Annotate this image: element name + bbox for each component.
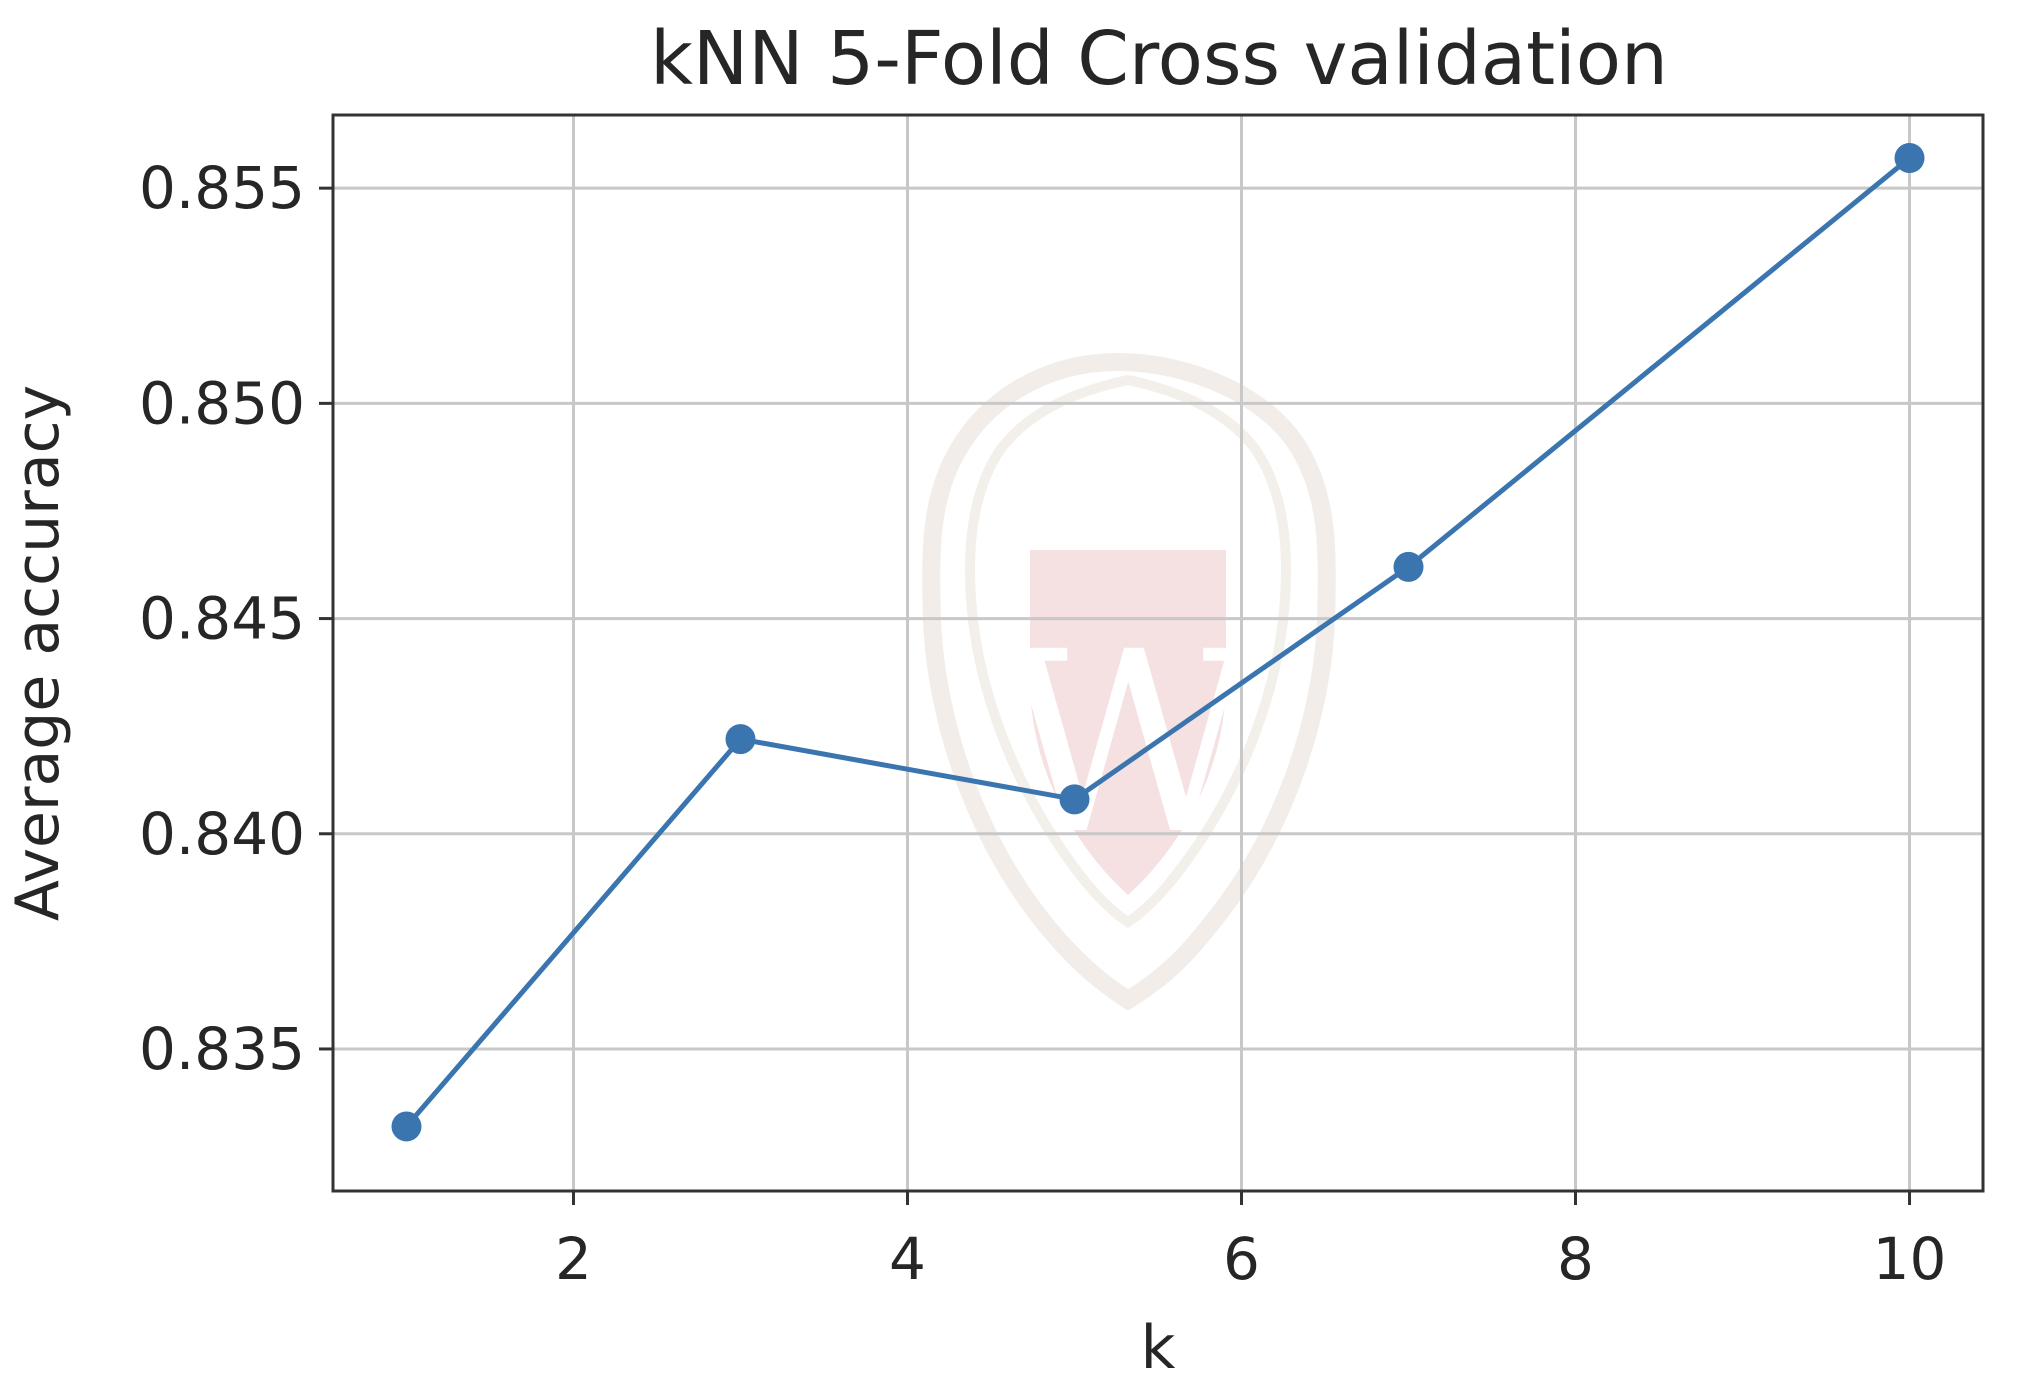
data-point xyxy=(1894,143,1925,174)
y-tick-label: 0.850 xyxy=(139,369,305,437)
y-axis-label: Average accuracy xyxy=(3,385,73,921)
crest-letter: W xyxy=(1000,598,1257,889)
data-point xyxy=(1059,784,1090,815)
y-tick-label: 0.840 xyxy=(139,800,305,868)
x-tick-label: 10 xyxy=(1873,1225,1947,1293)
chart-title: kNN 5-Fold Cross validation xyxy=(650,16,1668,102)
x-tick-label: 6 xyxy=(1223,1225,1260,1293)
y-tick-label: 0.855 xyxy=(139,154,305,222)
data-point xyxy=(725,724,756,755)
x-axis-label: k xyxy=(1141,1313,1176,1383)
plot-frame xyxy=(331,113,1985,1193)
x-tick-label: 8 xyxy=(1557,1225,1594,1293)
university-crest-watermark-icon: W xyxy=(922,352,1336,1011)
x-tick-label: 2 xyxy=(555,1225,592,1293)
series-group xyxy=(391,143,1925,1142)
x-axis-ticks: 2 4 6 8 10 xyxy=(555,1191,1946,1293)
y-tick-label: 0.845 xyxy=(139,585,305,653)
x-tick-label: 4 xyxy=(889,1225,926,1293)
grid-lines xyxy=(333,115,1983,1191)
data-point xyxy=(391,1111,422,1142)
y-tick-label: 0.835 xyxy=(139,1015,305,1083)
y-axis-ticks: 0.835 0.840 0.845 0.850 0.855 xyxy=(139,154,333,1083)
data-point xyxy=(1393,551,1424,582)
